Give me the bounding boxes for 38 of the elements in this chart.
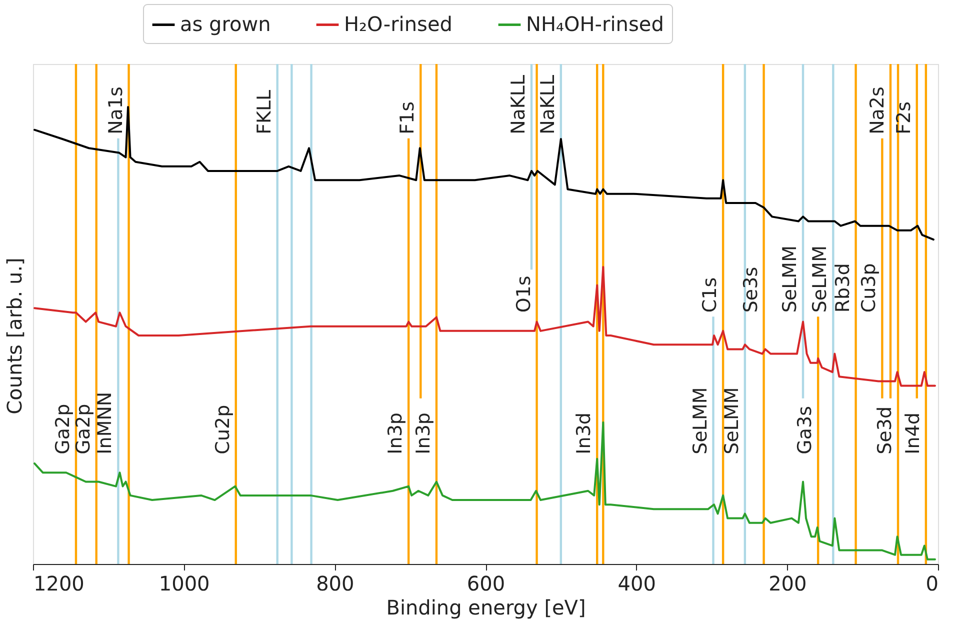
x-tick-label: 0 (926, 572, 938, 596)
annotation: In3d (573, 412, 596, 454)
annotation: In3p (384, 412, 407, 454)
x-axis-title: Binding energy [eV] (386, 596, 586, 620)
annotation: SeLMM (809, 246, 832, 313)
annotation: NaKLL (508, 74, 530, 134)
x-tick-label: 1000 (158, 572, 210, 596)
annotation: Cu3p (858, 263, 880, 313)
annotation: Na2s (866, 86, 888, 134)
annotation: SeLMM (779, 246, 802, 313)
annotation: InMNN (94, 392, 116, 454)
legend-label: NH₄OH-rinsed (526, 12, 664, 36)
annotation: O1s (512, 276, 535, 313)
y-axis-title: Counts [arb. u.] (2, 258, 26, 414)
legend-label: as grown (180, 12, 271, 36)
annotation: Se3d (874, 406, 896, 454)
annotation: Ga2p (72, 404, 94, 454)
annotation: SeLMM (720, 387, 743, 454)
x-tick-label: 400 (618, 572, 656, 596)
annotation: FKLL (253, 89, 276, 134)
x-tick-label: 200 (768, 572, 807, 596)
annotation: Ga3s (794, 406, 816, 454)
annotation: F2s (892, 102, 915, 134)
annotation: SeLMM (689, 387, 712, 454)
annotation: Ga2p (52, 404, 74, 454)
x-tick-label: 1200 (34, 572, 84, 596)
annotation: Se3s (740, 266, 762, 313)
annotation: C1s (699, 277, 722, 313)
legend-label: H₂O-rinsed (344, 12, 452, 36)
annotation: Na1s (104, 86, 127, 134)
annotation: Cu2p (212, 404, 234, 454)
annotation: F1s (396, 102, 419, 134)
annotation: In4d (902, 412, 924, 454)
annotation: NaKLL (536, 74, 559, 134)
x-tick-label: 600 (466, 572, 506, 596)
annotation: Rb3d (832, 263, 854, 313)
x-tick-label: 800 (316, 572, 354, 596)
annotation: In3p (412, 412, 434, 454)
